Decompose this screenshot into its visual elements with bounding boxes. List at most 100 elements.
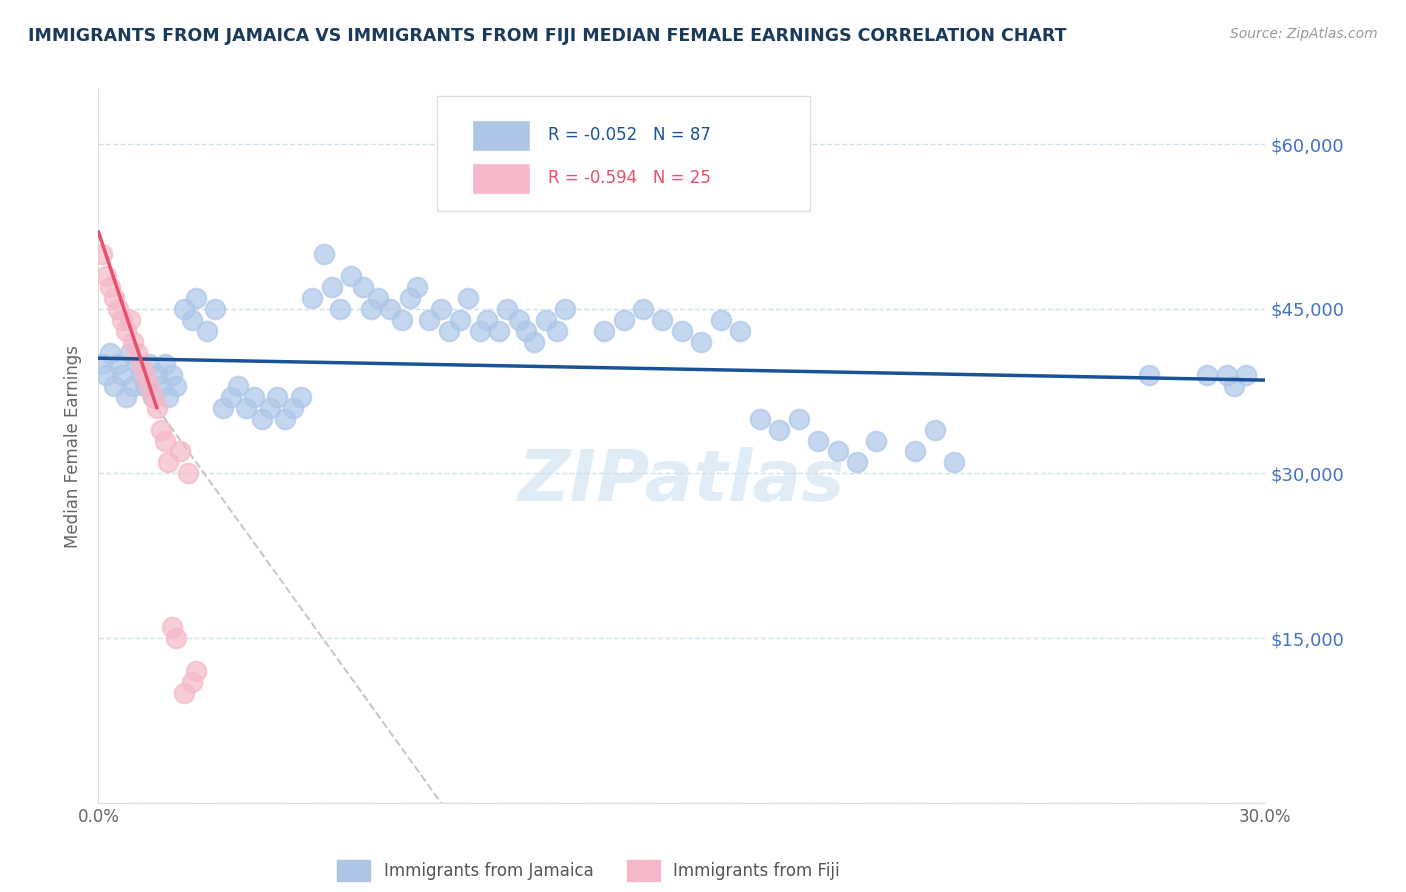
Point xyxy=(266,390,288,404)
Point xyxy=(180,675,202,690)
Point xyxy=(149,378,172,392)
Point xyxy=(768,423,790,437)
Point xyxy=(367,291,389,305)
Point xyxy=(593,324,616,338)
Point xyxy=(103,291,125,305)
Point xyxy=(437,324,460,338)
Point xyxy=(807,434,830,448)
Point xyxy=(142,390,165,404)
Point xyxy=(114,324,136,338)
Legend: Immigrants from Jamaica, Immigrants from Fiji: Immigrants from Jamaica, Immigrants from… xyxy=(330,854,846,888)
Point xyxy=(391,312,413,326)
Point xyxy=(378,301,402,316)
Point xyxy=(449,312,471,326)
Point xyxy=(671,324,693,338)
Point xyxy=(204,301,226,316)
Bar xyxy=(472,162,530,194)
Point xyxy=(162,368,184,382)
Point xyxy=(118,345,141,359)
Point xyxy=(360,301,382,316)
Point xyxy=(157,455,180,469)
Point xyxy=(477,312,499,326)
Text: Source: ZipAtlas.com: Source: ZipAtlas.com xyxy=(1230,27,1378,41)
Point xyxy=(169,444,191,458)
Point xyxy=(219,390,242,404)
Point xyxy=(195,324,218,338)
Point xyxy=(690,334,713,349)
Point xyxy=(107,357,129,371)
Point xyxy=(134,378,156,392)
Point xyxy=(523,334,546,349)
Point xyxy=(177,467,200,481)
Point xyxy=(138,378,160,392)
Point xyxy=(574,169,596,184)
Point xyxy=(554,301,576,316)
Point xyxy=(96,368,118,382)
Text: R = -0.594   N = 25: R = -0.594 N = 25 xyxy=(548,169,710,187)
Point xyxy=(827,444,849,458)
Point xyxy=(508,312,530,326)
Point xyxy=(127,357,149,371)
Point xyxy=(146,368,169,382)
Point xyxy=(495,301,517,316)
Point xyxy=(165,378,187,392)
Point xyxy=(943,455,966,469)
Point xyxy=(114,390,136,404)
Point xyxy=(1223,378,1246,392)
Point xyxy=(730,324,752,338)
Point xyxy=(107,301,129,316)
Point xyxy=(184,664,207,678)
Point xyxy=(515,324,537,338)
Point xyxy=(91,247,114,261)
Point xyxy=(904,444,927,458)
Point xyxy=(329,301,352,316)
Point xyxy=(180,312,202,326)
Bar xyxy=(472,120,530,151)
Point xyxy=(250,411,273,425)
Point xyxy=(274,411,297,425)
Point xyxy=(787,411,810,425)
Point xyxy=(321,280,343,294)
Point xyxy=(157,390,180,404)
Point xyxy=(534,312,557,326)
Point xyxy=(281,401,304,415)
Point xyxy=(153,357,176,371)
Point xyxy=(613,312,636,326)
Point xyxy=(710,312,733,326)
Point xyxy=(1234,368,1257,382)
Point xyxy=(103,378,125,392)
Point xyxy=(1137,368,1160,382)
Point xyxy=(340,268,363,283)
Point xyxy=(138,357,160,371)
Text: IMMIGRANTS FROM JAMAICA VS IMMIGRANTS FROM FIJI MEDIAN FEMALE EARNINGS CORRELATI: IMMIGRANTS FROM JAMAICA VS IMMIGRANTS FR… xyxy=(28,27,1067,45)
Point xyxy=(134,368,156,382)
Point xyxy=(184,291,207,305)
Point xyxy=(98,280,121,294)
Point xyxy=(488,324,510,338)
Point xyxy=(235,401,257,415)
Point xyxy=(122,378,145,392)
Point xyxy=(429,301,451,316)
Point xyxy=(1195,368,1218,382)
Point xyxy=(173,301,195,316)
Point xyxy=(91,357,114,371)
Point xyxy=(243,390,266,404)
Text: R = -0.052   N = 87: R = -0.052 N = 87 xyxy=(548,127,710,145)
Point xyxy=(153,434,176,448)
Point xyxy=(290,390,312,404)
Point xyxy=(98,345,121,359)
Point xyxy=(149,423,172,437)
Point xyxy=(127,345,149,359)
FancyBboxPatch shape xyxy=(437,96,810,211)
Point xyxy=(259,401,281,415)
Point xyxy=(846,455,869,469)
Point xyxy=(631,301,654,316)
Point xyxy=(468,324,491,338)
Point xyxy=(129,368,152,382)
Point xyxy=(146,401,169,415)
Point xyxy=(173,686,195,700)
Point xyxy=(748,411,770,425)
Point xyxy=(212,401,235,415)
Point xyxy=(111,312,134,326)
Point xyxy=(651,312,673,326)
